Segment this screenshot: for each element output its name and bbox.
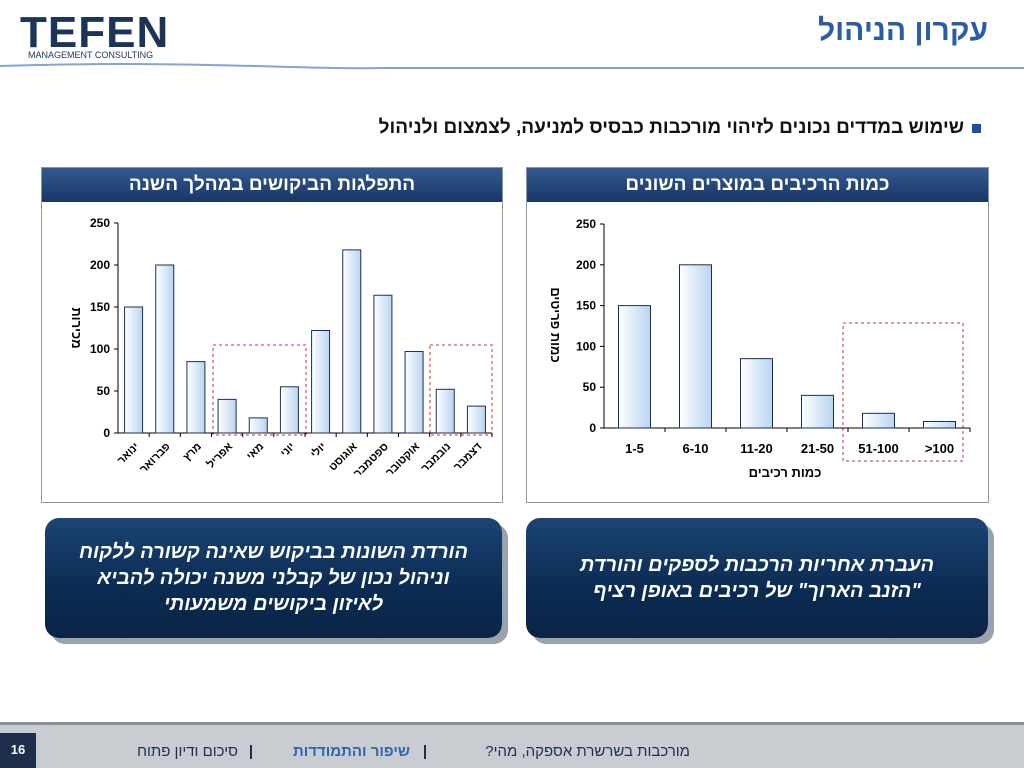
- y-tick-label: 250: [576, 217, 596, 231]
- x-tick-label: אפריל: [204, 440, 235, 471]
- y-tick-label: 50: [97, 384, 111, 398]
- bar: [248, 417, 268, 434]
- x-tick-label: ספטמבר: [352, 440, 392, 480]
- y-tick-label: 200: [576, 258, 596, 272]
- x-tick-label: 21-50: [801, 441, 834, 456]
- bar: [679, 264, 712, 429]
- x-tick-label: 11-20: [740, 441, 773, 456]
- y-tick-label: 100: [576, 339, 596, 353]
- separator: [250, 745, 252, 759]
- slide-title: עקרון הניהול: [817, 14, 988, 47]
- footer-item: סיכום ודיון פתוח: [137, 743, 238, 760]
- page-box: [0, 733, 36, 768]
- separator: [424, 745, 426, 759]
- y-tick-label: 50: [583, 380, 597, 394]
- y-tick-label: 150: [90, 300, 110, 314]
- x-tick-label: פברואר: [138, 441, 173, 476]
- y-tick-label: 150: [576, 299, 596, 313]
- x-tick-label: אוקטובר: [384, 440, 423, 479]
- bullet-text: שימוש במדדים נכונים לזיהוי מורכבות כבסיס…: [378, 117, 964, 138]
- y-axis-label: מכירות: [69, 307, 84, 348]
- x-tick-label: 51-100: [858, 441, 898, 456]
- y-tick-label: 100: [90, 342, 110, 356]
- header-line: [0, 63, 1024, 70]
- bar: [124, 306, 144, 434]
- footer-item: שיפור והתמודדות: [292, 743, 410, 760]
- bar: [862, 412, 895, 429]
- bar: [186, 361, 206, 434]
- bar: [373, 294, 393, 434]
- y-tick-label: 0: [589, 421, 596, 435]
- highlight: [842, 322, 964, 462]
- x-tick-label: >100: [925, 441, 954, 456]
- y-tick-label: 0: [103, 426, 110, 440]
- panel-title: התפלגות הביקושים במהלך השנה: [42, 168, 502, 202]
- x-tick-label: יוני: [279, 441, 298, 460]
- x-tick-label: נובמבר: [419, 441, 453, 475]
- bullet-mark: [972, 124, 981, 133]
- footer-item: מורכבות בשרשרת אספקה, מהי?: [485, 743, 690, 760]
- bar: [155, 264, 175, 434]
- x-tick-label: 6-10: [682, 441, 708, 456]
- bar: [923, 420, 956, 429]
- page-number: 16: [10, 742, 26, 757]
- bar: [217, 398, 237, 434]
- x-tick-label: ינואר: [115, 441, 141, 467]
- bar: [618, 305, 651, 429]
- bar: [801, 394, 834, 429]
- y-tick-label: 200: [90, 258, 110, 272]
- y-axis-label: כמות פריטים: [548, 287, 563, 362]
- x-tick-label: מאי: [245, 441, 267, 463]
- x-tick-label: מרץ: [181, 441, 204, 464]
- x-tick-label: 1-5: [625, 441, 644, 456]
- panel: כמות הרכיבים במוצרים השונים: [526, 167, 989, 503]
- highlight: [212, 344, 307, 436]
- callout: הורדת השונות בביקוש שאינה קשורה ללקוח ונ…: [45, 518, 502, 638]
- bar: [435, 388, 455, 434]
- logo: TEFEN: [20, 8, 170, 57]
- x-tick-label: דצמבר: [452, 440, 485, 473]
- footer-edge: [0, 722, 1024, 725]
- bar: [404, 351, 424, 434]
- callout: העברת אחריות הרכבות לספקים והורדת "הזנב …: [526, 518, 988, 638]
- logo-sub: MANAGEMENT CONSULTING: [28, 50, 154, 60]
- footer-bar: [0, 722, 1024, 768]
- panel-title: כמות הרכיבים במוצרים השונים: [527, 168, 988, 202]
- bar: [311, 330, 331, 434]
- x-axis-label: כמות רכיבים: [749, 465, 822, 480]
- x-tick-label: יולי: [308, 440, 329, 461]
- bar: [740, 358, 773, 429]
- bar: [466, 405, 486, 434]
- y-tick-label: 250: [90, 216, 110, 230]
- bar: [279, 386, 299, 434]
- bar: [342, 249, 362, 434]
